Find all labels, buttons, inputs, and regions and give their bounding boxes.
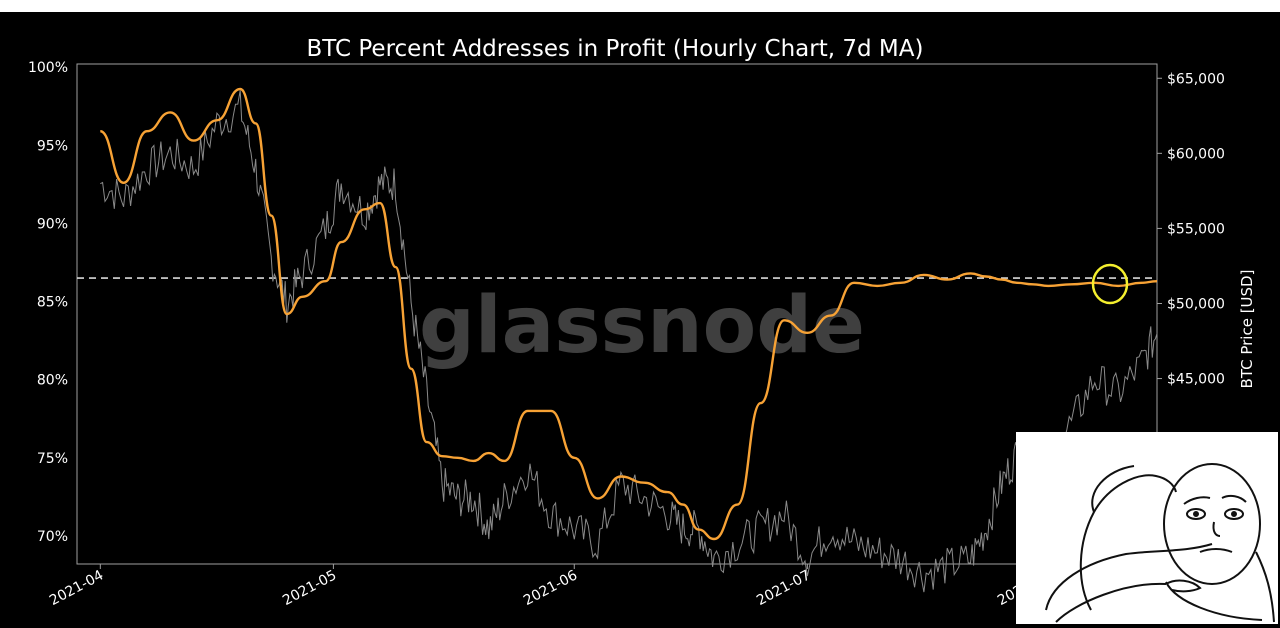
y-tick-label: 85% bbox=[37, 295, 68, 311]
chart: BTC Percent Addresses in Profit (Hourly … bbox=[28, 36, 1256, 609]
series-btc-price bbox=[100, 90, 1158, 593]
x-tick-label: 2021-07 bbox=[754, 567, 813, 609]
x-tick-label: 2021-05 bbox=[280, 567, 339, 609]
y2-axis-label: BTC Price [USD] bbox=[1238, 270, 1256, 389]
x-tick-label: 2021-04 bbox=[47, 567, 106, 609]
watermark: glassnode bbox=[419, 281, 865, 371]
series-percent-in-profit bbox=[99, 87, 1158, 541]
chart-title: BTC Percent Addresses in Profit (Hourly … bbox=[307, 36, 924, 62]
y2-axis: $65,000$60,000$55,000$50,000$45,000$40,0… bbox=[1157, 71, 1225, 463]
y2-tick-label: $65,000 bbox=[1167, 71, 1225, 87]
y-tick-label: 75% bbox=[37, 451, 68, 467]
highlight-circle bbox=[1091, 263, 1129, 305]
y2-tick-label: $50,000 bbox=[1167, 296, 1225, 312]
y-tick-label: 95% bbox=[37, 138, 68, 154]
top-white-strip bbox=[0, 0, 1280, 12]
y2-tick-label: $55,000 bbox=[1167, 221, 1225, 237]
x-tick-label: 2021-06 bbox=[521, 567, 580, 609]
y-tick-label: 80% bbox=[37, 373, 68, 389]
y-tick-label: 90% bbox=[37, 216, 68, 232]
plot-frame bbox=[76, 63, 1158, 565]
y-axis: 100% 95% 90% 85% 80% 75% 70% bbox=[28, 60, 68, 545]
y-tick-label: 70% bbox=[37, 529, 68, 545]
y2-tick-label: $45,000 bbox=[1167, 372, 1225, 388]
meme-image bbox=[1016, 432, 1278, 624]
y-tick-label: 100% bbox=[28, 60, 68, 76]
y2-tick-label: $60,000 bbox=[1167, 146, 1225, 162]
